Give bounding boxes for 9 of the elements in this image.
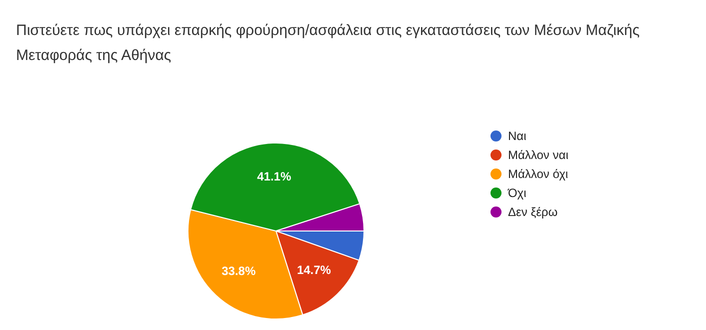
legend-label: Μάλλον όχι <box>508 166 568 180</box>
legend-label: Όχι <box>508 186 526 200</box>
data-label: 14.7% <box>296 263 332 278</box>
chart-title: Πιστεύετε πως υπάρχει επαρκής φρούρηση/ασφάλεια στις εγκαταστάσεις των Μέσων Μαζικής Μεταφοράς της Αθήνας <box>16 21 641 66</box>
data-label: 41.1% <box>257 169 292 184</box>
legend-label: Μάλλον ναι <box>508 148 568 162</box>
legend-label: Ναι <box>508 128 526 142</box>
legend-label: Δεν ξέρω <box>508 204 558 218</box>
data-label: 33.8% <box>222 264 256 278</box>
